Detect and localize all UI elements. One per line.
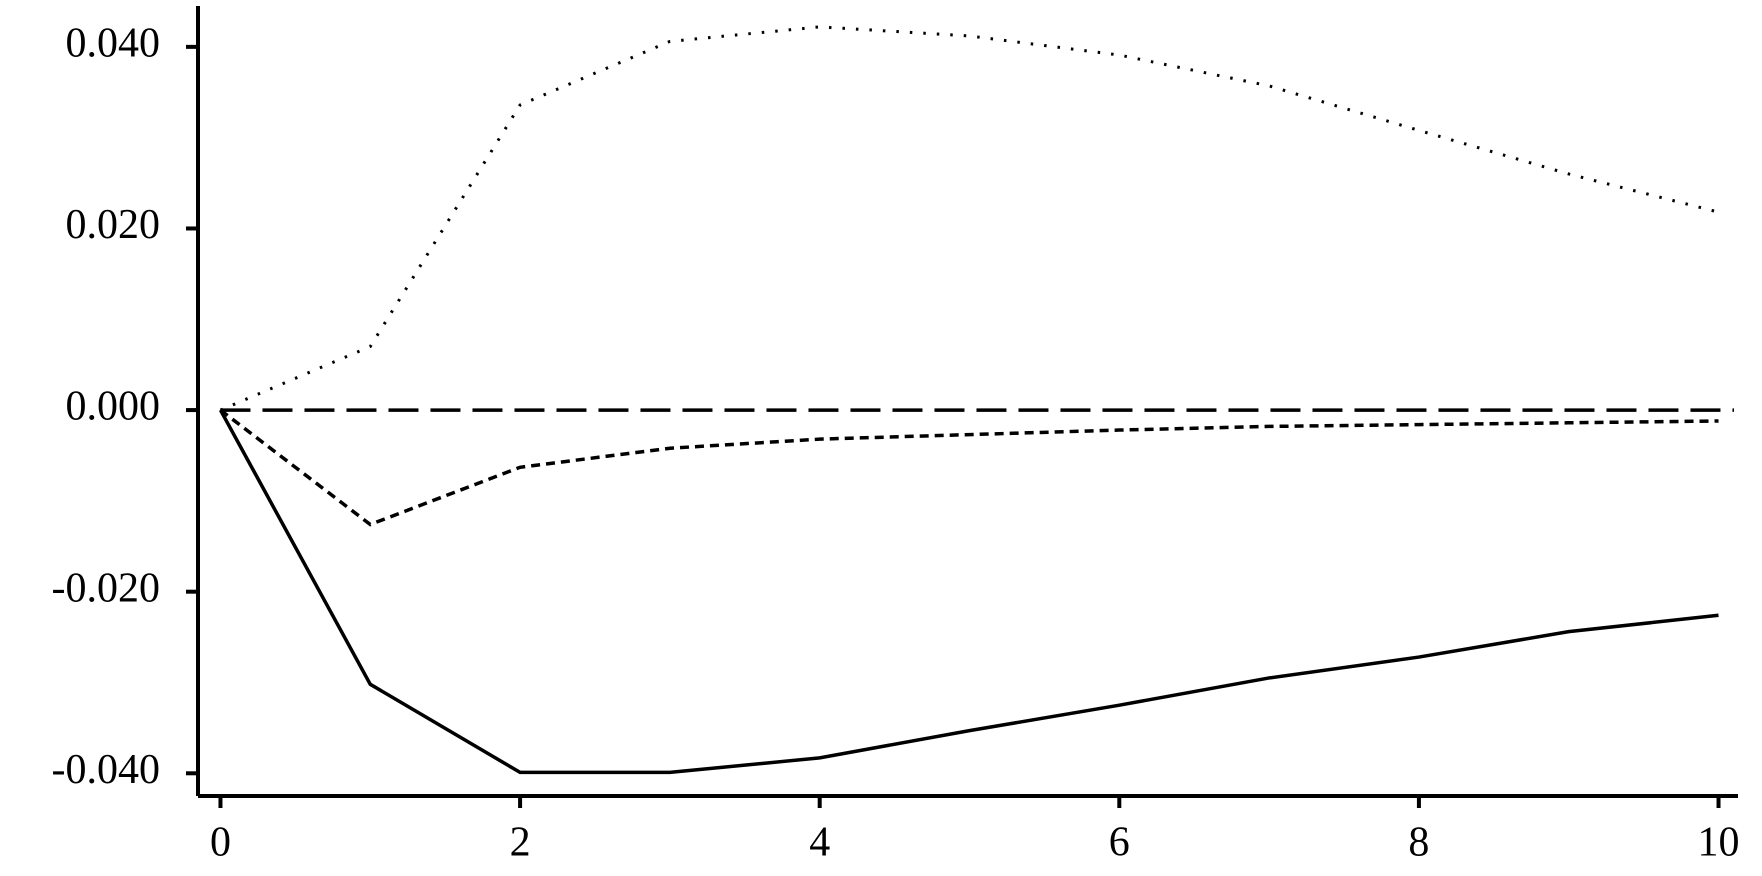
series-line <box>219 408 1719 527</box>
x-tick-label: 8 <box>1408 820 1429 866</box>
y-tick-label: 0.000 <box>66 384 161 430</box>
x-tick-label: 6 <box>1109 820 1130 866</box>
series-line <box>219 25 1719 412</box>
y-tick-label: 0.020 <box>66 202 161 248</box>
series-line <box>218 409 1719 775</box>
y-tick-label: -0.020 <box>52 565 161 611</box>
y-tick-label: 0.040 <box>66 21 161 67</box>
x-tick-label: 2 <box>510 820 531 866</box>
y-tick-label: -0.040 <box>52 747 161 793</box>
x-tick-label: 4 <box>809 820 830 866</box>
x-tick-label: 0 <box>210 820 231 866</box>
x-tick-label: 10 <box>1698 820 1740 866</box>
